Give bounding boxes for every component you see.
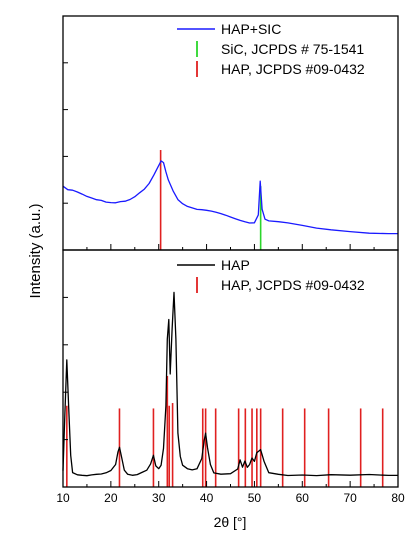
x-tick-label: 10 xyxy=(56,491,70,505)
x-tick-label: 40 xyxy=(200,491,214,505)
legend-label: HAP, JCPDS #09-0432 xyxy=(221,277,365,293)
x-tick-label: 20 xyxy=(104,491,118,505)
legend-label: HAP, JCPDS #09-0432 xyxy=(221,61,365,77)
x-tick-label: 70 xyxy=(343,491,357,505)
x-tick-label: 60 xyxy=(296,491,310,505)
legend-label: HAP xyxy=(221,257,250,273)
bottom-panel: HAP HAP, JCPDS #09-0432 10 20 30 40 50 60 70 80 xyxy=(56,249,405,505)
legend-label: HAP+SIC xyxy=(221,21,281,37)
series-line xyxy=(62,160,398,235)
x-tick-label: 30 xyxy=(152,491,166,505)
x-axis-label: 2θ [°] xyxy=(214,514,247,530)
x-tick-label: 80 xyxy=(391,491,405,505)
series-line xyxy=(62,291,398,477)
y-axis-label: Intensity (a.u.) xyxy=(27,203,44,298)
x-tick-label: 50 xyxy=(248,491,262,505)
top-panel: HAP+SIC SiC, JCPDS # 75-1541 HAP, JCPDS #0… xyxy=(62,15,399,251)
legend-label: SiC, JCPDS # 75-1541 xyxy=(221,41,364,57)
